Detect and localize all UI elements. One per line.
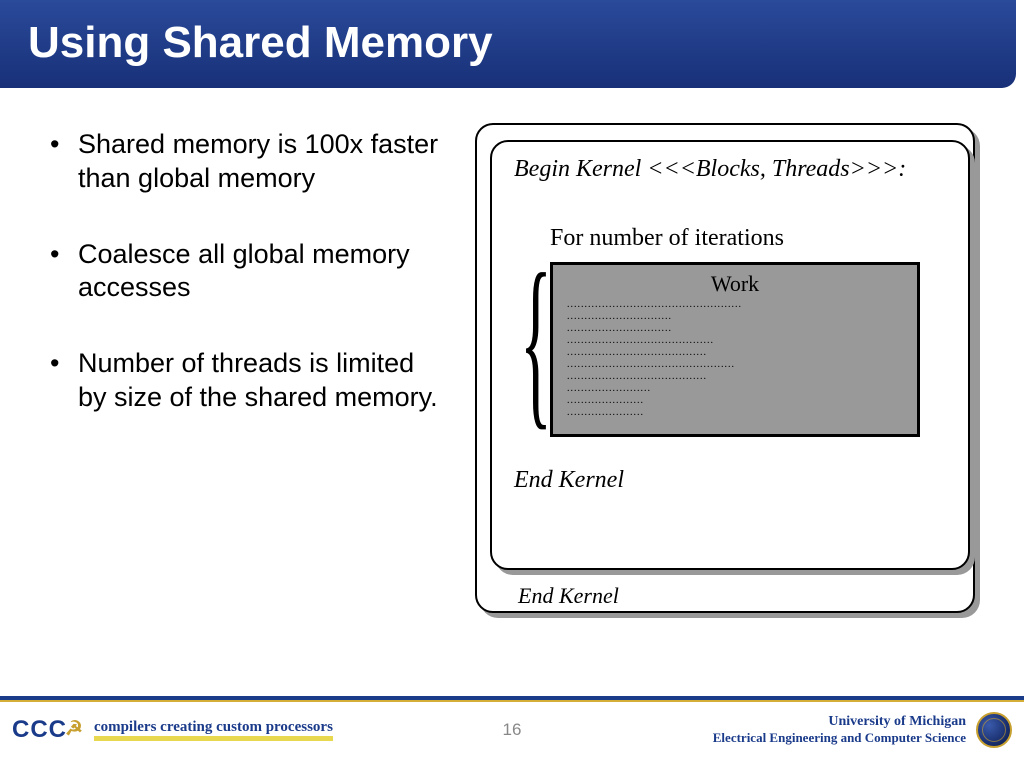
cccp-block: CCC☭ compilers creating custom processor…: [12, 716, 333, 744]
footer: CCC☭ compilers creating custom processor…: [0, 696, 1024, 768]
page-number: 16: [503, 720, 522, 740]
cccp-logo: CCC☭: [12, 716, 84, 744]
kernel-box-front: Begin Kernel <<<Blocks, Threads>>>: For …: [490, 140, 970, 570]
cccp-logo-text: CCC: [12, 716, 67, 743]
work-title: Work: [567, 271, 903, 297]
content-area: Shared memory is 100x faster than global…: [0, 88, 1024, 628]
university-name: University of Michigan: [713, 714, 966, 730]
kernel-begin-label: Begin Kernel <<<Blocks, Threads>>>:: [514, 156, 946, 183]
bullet-item: Number of threads is limited by size of …: [50, 347, 450, 415]
slide-title: Using Shared Memory: [0, 0, 1016, 88]
department-name: Electrical Engineering and Computer Scie…: [713, 730, 966, 746]
footer-content: CCC☭ compilers creating custom processor…: [0, 702, 1024, 758]
for-iterations-label: For number of iterations: [550, 225, 946, 252]
hammer-sickle-icon: ☭: [65, 716, 84, 741]
umich-seal-icon: [976, 712, 1012, 748]
brace-and-work: { Work .................................…: [520, 256, 946, 437]
work-box: Work ...................................…: [550, 262, 920, 437]
work-dots: ........................................…: [567, 299, 903, 419]
umich-text: University of Michigan Electrical Engine…: [713, 714, 966, 746]
cccp-tagline: compilers creating custom processors: [94, 719, 333, 741]
bullet-item: Shared memory is 100x faster than global…: [50, 128, 450, 196]
bullet-item: Coalesce all global memory accesses: [50, 238, 450, 306]
kernel-end-label: End Kernel: [514, 467, 946, 494]
umich-block: University of Michigan Electrical Engine…: [713, 712, 1012, 748]
diagram-area: End Kernel Begin Kernel <<<Blocks, Threa…: [470, 118, 990, 628]
kernel-end-back-label: End Kernel: [518, 583, 619, 609]
bullet-list: Shared memory is 100x faster than global…: [50, 128, 450, 415]
curly-brace-icon: {: [520, 256, 529, 437]
left-column: Shared memory is 100x faster than global…: [0, 118, 470, 628]
